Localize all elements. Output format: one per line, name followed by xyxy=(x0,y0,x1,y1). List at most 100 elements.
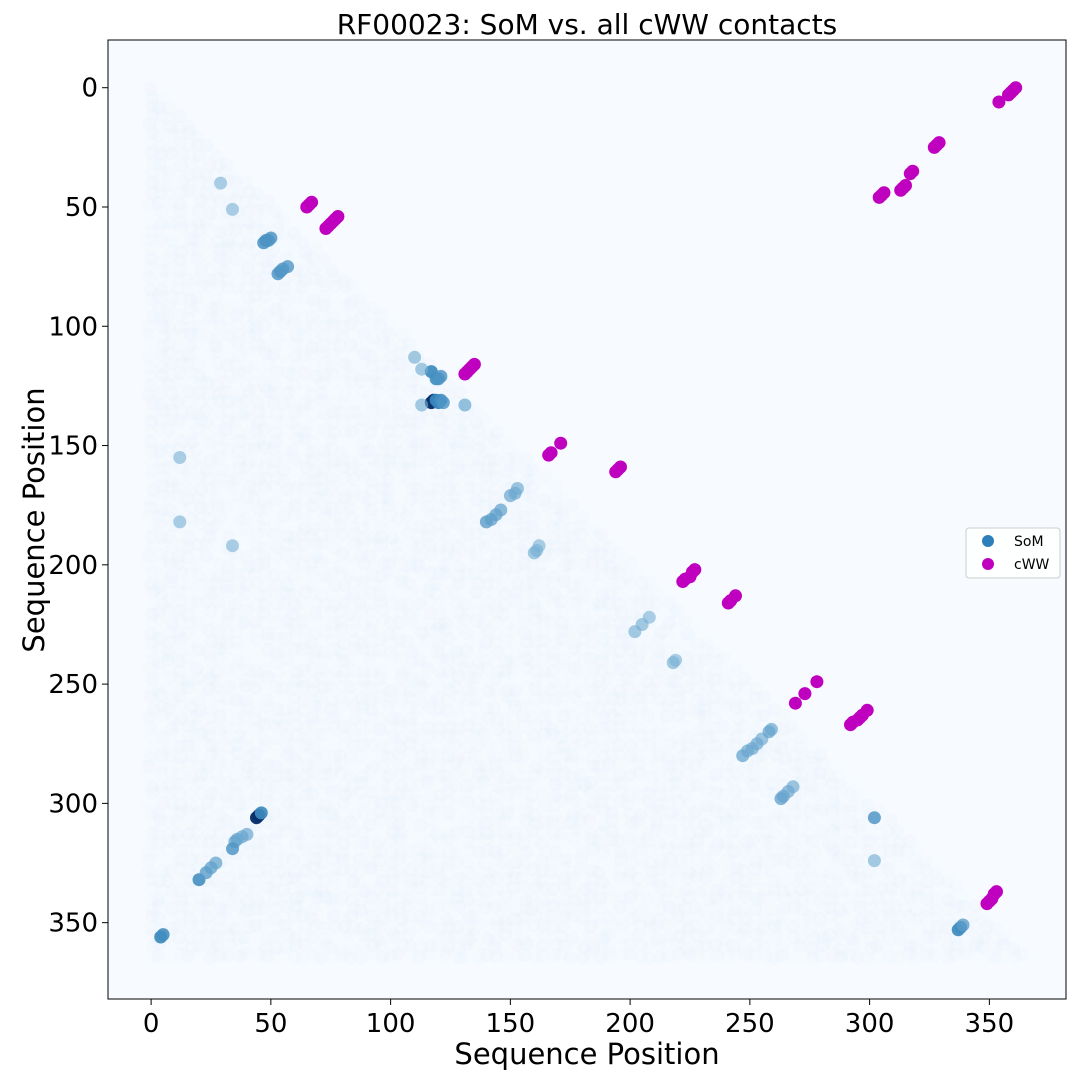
field-point xyxy=(316,375,331,390)
field-point xyxy=(181,183,196,198)
field-point xyxy=(155,470,170,485)
field-point xyxy=(144,444,159,458)
field-point xyxy=(343,298,357,312)
field-point xyxy=(306,262,321,276)
field-point xyxy=(411,499,426,514)
field-point xyxy=(335,319,350,334)
field-point xyxy=(213,264,228,279)
field-point xyxy=(164,196,179,211)
field-point xyxy=(299,460,314,475)
field-point xyxy=(423,509,438,524)
field-point xyxy=(183,241,198,255)
field-point xyxy=(392,346,407,361)
field-point xyxy=(154,271,169,286)
field-point xyxy=(241,215,256,230)
field-point xyxy=(193,279,208,294)
field-point xyxy=(238,947,253,961)
field-point xyxy=(384,385,399,400)
field-point xyxy=(307,271,322,286)
field-point xyxy=(327,508,342,523)
field-point xyxy=(257,422,272,437)
x-tick-label: 300 xyxy=(845,1009,895,1039)
field-point xyxy=(164,233,178,248)
som-point xyxy=(415,362,429,376)
field-point xyxy=(342,358,357,373)
field-point xyxy=(222,474,237,489)
field-point xyxy=(267,527,282,542)
field-point xyxy=(194,460,208,475)
field-point xyxy=(162,336,177,351)
field-point xyxy=(343,502,358,517)
field-point xyxy=(381,424,396,439)
field-point xyxy=(154,311,169,326)
field-point xyxy=(213,510,228,525)
field-point xyxy=(267,340,282,355)
field-point xyxy=(519,474,534,489)
field-point xyxy=(220,273,235,288)
field-point xyxy=(232,482,247,497)
field-point xyxy=(156,461,170,476)
field-point xyxy=(203,318,218,333)
field-point xyxy=(189,345,204,360)
field-point xyxy=(199,222,214,237)
field-point xyxy=(326,454,341,469)
cww-point xyxy=(990,885,1003,899)
field-point xyxy=(267,480,282,495)
field-point xyxy=(161,298,176,313)
field-point xyxy=(267,454,282,469)
field-point xyxy=(376,330,390,345)
field-point xyxy=(277,508,292,523)
field-point xyxy=(231,185,246,200)
field-point xyxy=(154,108,169,123)
field-point xyxy=(270,365,284,380)
field-point xyxy=(375,481,390,496)
field-point xyxy=(154,359,169,374)
field-point xyxy=(450,455,465,470)
field-point xyxy=(173,470,188,485)
field-point xyxy=(181,413,196,427)
field-point xyxy=(317,368,332,382)
field-point xyxy=(289,480,304,495)
field-point xyxy=(153,387,168,402)
field-point xyxy=(203,206,217,221)
field-point xyxy=(241,271,256,286)
field-point xyxy=(277,242,292,257)
field-point xyxy=(231,328,246,343)
field-point xyxy=(231,281,246,296)
field-point xyxy=(315,346,330,361)
field-point xyxy=(565,498,580,513)
field-point xyxy=(440,462,455,477)
field-point xyxy=(174,500,189,515)
field-point xyxy=(231,388,246,403)
field-point xyxy=(220,357,235,372)
field-point xyxy=(487,481,502,496)
field-point xyxy=(164,146,179,161)
field-point xyxy=(563,951,578,966)
som-point xyxy=(436,396,450,410)
field-point xyxy=(151,509,166,524)
field-point xyxy=(382,395,396,410)
field-point xyxy=(210,355,225,370)
field-point xyxy=(163,271,178,286)
field-point xyxy=(315,327,330,342)
field-point xyxy=(354,393,369,408)
field-point xyxy=(336,435,351,450)
field-point xyxy=(448,470,463,485)
legend-marker xyxy=(982,535,994,547)
field-point xyxy=(142,242,157,257)
field-point xyxy=(400,508,415,523)
field-point xyxy=(212,364,227,379)
field-point xyxy=(457,415,472,430)
field-point xyxy=(256,215,271,230)
field-point xyxy=(155,479,170,494)
field-point xyxy=(142,424,157,439)
y-tick-label: 350 xyxy=(48,909,98,939)
field-point xyxy=(182,462,197,477)
field-point xyxy=(190,233,205,248)
field-point xyxy=(420,426,435,441)
field-point xyxy=(461,488,476,503)
field-point xyxy=(190,298,205,313)
field-point xyxy=(257,289,272,304)
field-point xyxy=(165,397,180,412)
field-point xyxy=(374,491,389,506)
